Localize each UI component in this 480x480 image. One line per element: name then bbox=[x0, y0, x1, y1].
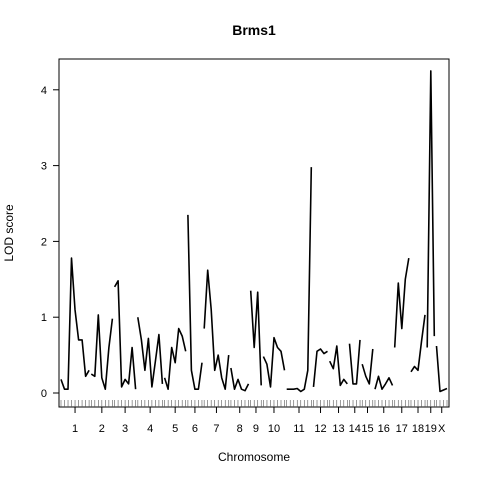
y-axis: 0 1 2 3 4 bbox=[41, 85, 59, 400]
x-axis-label: Chromosome bbox=[218, 450, 290, 464]
lod-curve-chr-X bbox=[435, 345, 448, 393]
y-tick-label: 1 bbox=[41, 312, 47, 324]
chromosome-label-14: 14 bbox=[349, 423, 361, 435]
chromosome-label-10: 10 bbox=[268, 423, 280, 435]
lod-curve-chr-15 bbox=[361, 348, 374, 385]
x-axis: 1 2 3 4 5 6 7 8 9 10 11 12 13 14 15 16 17 18 19 X bbox=[72, 407, 446, 435]
lod-curve-chr-8 bbox=[230, 367, 250, 392]
chromosome-label-2: 2 bbox=[99, 423, 105, 435]
chromosome-label-11: 11 bbox=[293, 423, 304, 435]
chromosome-label-13: 13 bbox=[332, 423, 344, 435]
chromosome-label-1: 1 bbox=[72, 423, 78, 435]
lod-curve-chr-6 bbox=[187, 214, 203, 391]
lod-curve-chr-16 bbox=[374, 375, 394, 391]
chromosome-label-3: 3 bbox=[122, 423, 128, 435]
lod-curve-chr-5 bbox=[163, 327, 187, 391]
lod-curve-chr-7 bbox=[203, 269, 230, 391]
chart-title: Brms1 bbox=[232, 22, 276, 38]
chromosome-label-5: 5 bbox=[172, 423, 178, 435]
lod-curve-chr-14 bbox=[348, 339, 361, 385]
lod-curve-chr-11 bbox=[286, 167, 313, 393]
chromosome-label-7: 7 bbox=[213, 423, 219, 435]
y-tick-label: 0 bbox=[41, 388, 47, 400]
y-tick-label: 2 bbox=[41, 236, 47, 248]
lod-curve-chr-13 bbox=[328, 345, 348, 387]
chromosome-label-4: 4 bbox=[147, 423, 153, 435]
lod-curve-chr-18 bbox=[410, 314, 426, 373]
chromosome-label-19: 19 bbox=[425, 423, 437, 435]
lod-curve-chr-3 bbox=[113, 279, 137, 390]
chromosome-label-18: 18 bbox=[412, 423, 424, 435]
chromosome-label-17: 17 bbox=[396, 423, 408, 435]
chromosome-label-9: 9 bbox=[253, 423, 259, 435]
lod-curve-chr-1 bbox=[60, 257, 90, 391]
lod-curve-chr-4 bbox=[137, 317, 164, 388]
y-axis-label: LOD score bbox=[2, 204, 16, 262]
chromosome-label-6: 6 bbox=[192, 423, 198, 435]
chromosome-label-X: X bbox=[438, 423, 446, 435]
lod-curve-chr-2 bbox=[90, 314, 114, 391]
lod-curve-chr-17 bbox=[393, 257, 410, 348]
chromosome-label-12: 12 bbox=[314, 423, 326, 435]
y-tick-label: 4 bbox=[41, 85, 47, 97]
plot-frame bbox=[58, 58, 450, 408]
lod-curve-chr-19 bbox=[426, 70, 436, 348]
marker-rug bbox=[60, 400, 448, 407]
lod-curve-chr-12 bbox=[312, 348, 328, 387]
lod-curves bbox=[60, 70, 448, 393]
chromosome-label-8: 8 bbox=[237, 423, 243, 435]
chromosome-label-16: 16 bbox=[378, 423, 390, 435]
chromosome-label-15: 15 bbox=[361, 423, 373, 435]
lod-curve-chr-9 bbox=[249, 290, 262, 386]
lod-curve-chr-10 bbox=[262, 336, 286, 388]
y-tick-label: 3 bbox=[41, 161, 47, 173]
